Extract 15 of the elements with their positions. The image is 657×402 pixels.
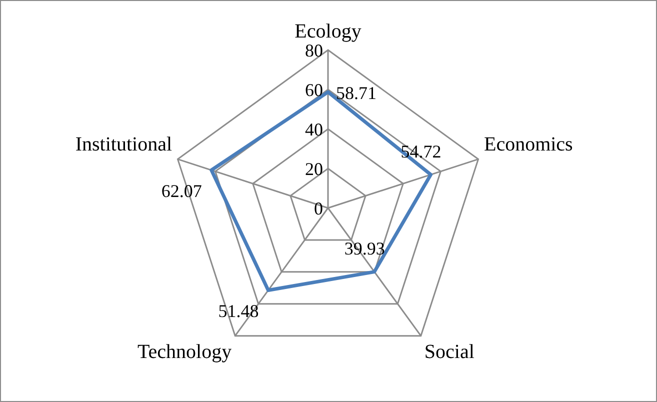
y-tick-label: 60 bbox=[305, 80, 323, 100]
y-tick-label: 40 bbox=[305, 120, 323, 140]
data-label: 62.07 bbox=[161, 180, 202, 201]
spoke-label: Institutional bbox=[75, 134, 172, 156]
y-tick-label: 0 bbox=[314, 198, 323, 219]
y-tick-label: 20 bbox=[305, 159, 323, 180]
spoke-label: Social bbox=[424, 340, 475, 363]
spoke-label: Technology bbox=[137, 340, 232, 363]
data-label: 51.48 bbox=[218, 300, 259, 321]
spoke-label: Ecology bbox=[294, 20, 362, 42]
y-tick-label: 80 bbox=[305, 40, 323, 61]
data-label: 39.93 bbox=[344, 238, 385, 259]
data-label: 58.71 bbox=[336, 82, 376, 103]
spoke-label: Economics bbox=[484, 134, 574, 156]
data-label: 54.72 bbox=[400, 141, 442, 162]
